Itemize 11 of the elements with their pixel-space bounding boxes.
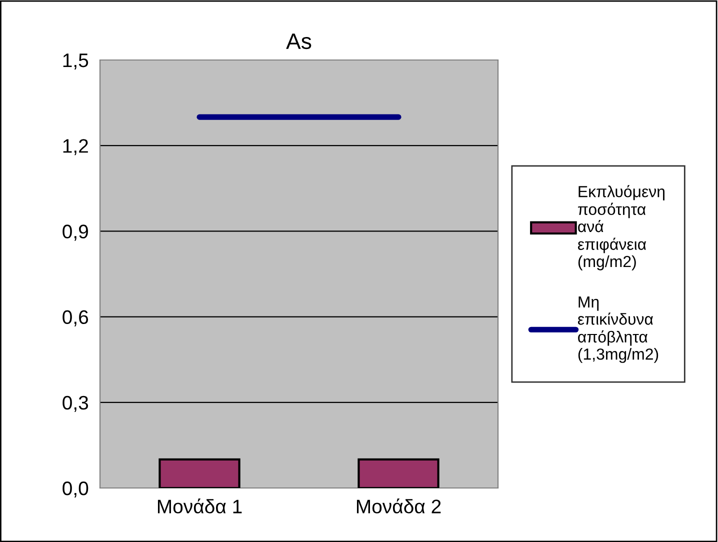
x-tick-label: Μονάδα 1 [158,498,242,514]
y-tick-label: 0,0 [62,481,88,498]
y-tick-label: 1,5 [63,54,88,70]
x-tick-label: Μονάδα 2 [356,498,441,514]
y-tick-label: 0,3 [62,396,88,412]
chart-title: As [286,34,312,50]
legend-label: Μη επικίνδυνα απόβλητα (1,3mg/m2) [578,296,658,363]
legend-label: Εκπλυόμενη ποσότητα ανά επιφάνεια (mg/m2) [578,185,664,270]
y-tick-label: 0,6 [62,310,88,326]
y-tick-label: 0,9 [62,224,88,241]
y-tick-label: 1,2 [63,139,88,156]
